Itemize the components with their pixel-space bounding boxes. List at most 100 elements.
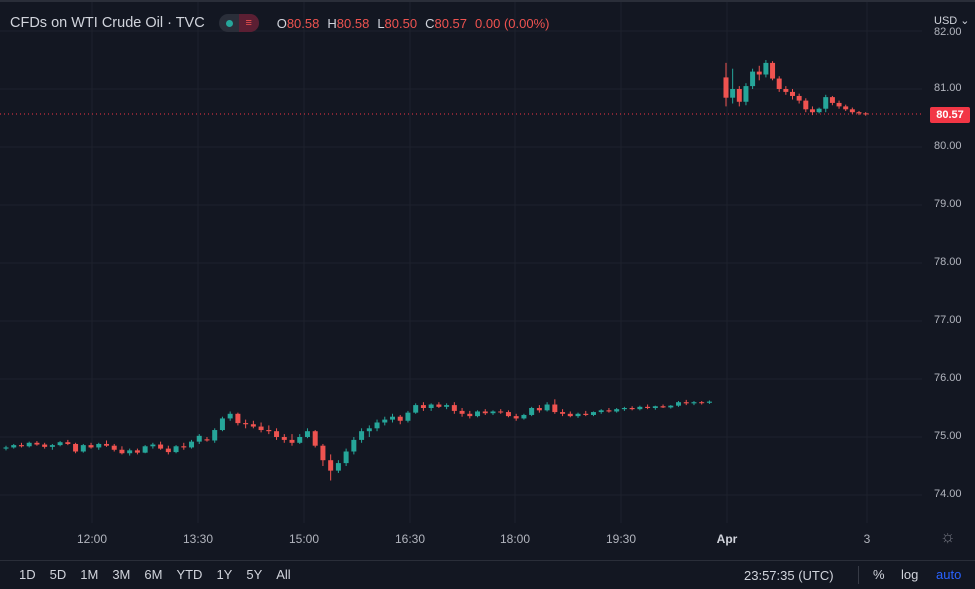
last-price-badge: 80.57 [930, 107, 970, 123]
candle-body [359, 431, 365, 440]
gear-icon[interactable]: ☼ [940, 527, 956, 546]
candle-body [150, 444, 156, 447]
symbol-title[interactable]: CFDs on WTI Crude Oil · TVC [10, 15, 205, 31]
range-button-1y[interactable]: 1Y [216, 567, 233, 582]
candle-body [498, 411, 504, 413]
time-label: 16:30 [394, 532, 426, 546]
time-label: 15:00 [288, 532, 320, 546]
candle-body [706, 401, 712, 403]
candle-body [165, 448, 171, 453]
candle-body [776, 78, 782, 89]
candle-body [374, 422, 380, 429]
range-buttons: 1D 5D 1M 3M 6M YTD 1Y 5Y All [12, 567, 298, 582]
candle-body [119, 449, 125, 454]
candle-body [397, 416, 403, 421]
price-label: 79.00 [934, 198, 962, 210]
candle-body [863, 113, 869, 115]
currency-select[interactable]: USD ⌄ [934, 14, 970, 27]
candle-body [770, 62, 776, 79]
candle-body [790, 91, 795, 96]
candle-body [598, 410, 604, 413]
candle-body [390, 416, 395, 420]
open-label: O [276, 15, 287, 31]
candle-body [243, 423, 249, 425]
log-scale-button[interactable]: log [901, 567, 919, 582]
candle-body [529, 408, 535, 415]
candle-body [312, 431, 318, 446]
time-label: Apr [716, 532, 738, 546]
candle-body [676, 402, 682, 406]
candle-body [73, 443, 79, 452]
candle-body [756, 71, 762, 75]
candle-body [750, 71, 756, 87]
chart-plot-area[interactable] [0, 2, 922, 523]
candle-body [49, 445, 55, 447]
auto-scale-button[interactable]: auto [936, 567, 962, 582]
chart-legend: CFDs on WTI Crude Oil · TVC ≡ O80.58 H80… [10, 12, 549, 34]
candle-body [567, 413, 573, 417]
candle-body [96, 443, 102, 448]
candle-body [335, 463, 341, 471]
candle-body [258, 426, 264, 431]
candle-body [227, 413, 233, 419]
candle-body [490, 411, 496, 414]
visibility-toggle[interactable]: ≡ [218, 14, 259, 32]
close-value: 80.57 [434, 15, 468, 31]
candle-body [320, 445, 326, 461]
price-label: 77.00 [934, 314, 962, 326]
range-button-5d[interactable]: 5D [49, 567, 67, 582]
change-value: 0.00 (0.00%) [475, 15, 550, 31]
candle-body [65, 442, 71, 444]
candle-body [823, 97, 829, 109]
range-button-5y[interactable]: 5Y [246, 567, 263, 582]
time-label: 13:30 [182, 532, 214, 546]
candle-body [829, 97, 835, 103]
candle-body [856, 112, 862, 114]
candle-body [475, 411, 481, 417]
range-button-3m[interactable]: 3M [112, 567, 131, 582]
menu-icon[interactable]: ≡ [238, 14, 259, 32]
candle-body [843, 106, 849, 110]
candle-body [583, 413, 589, 415]
candle-body [723, 77, 729, 98]
candle-body [11, 445, 17, 448]
price-label: 75.00 [934, 430, 962, 442]
candle-body [266, 430, 272, 432]
candle-body [536, 408, 542, 411]
candle-body [196, 435, 202, 442]
top-border [0, 0, 975, 2]
candle-body [436, 404, 442, 407]
candle-body [111, 445, 117, 450]
candle-body [444, 405, 450, 407]
price-label: 74.00 [934, 488, 962, 500]
candle-body [467, 413, 473, 417]
range-button-ytd[interactable]: YTD [176, 567, 203, 582]
time-label: 18:00 [499, 532, 531, 546]
range-button-1m[interactable]: 1M [80, 567, 99, 582]
candle-body [42, 444, 48, 447]
candle-body [521, 414, 527, 419]
candle-body [668, 405, 674, 408]
price-label: 80.00 [934, 140, 962, 152]
range-button-6m[interactable]: 6M [144, 567, 163, 582]
status-dot-icon [225, 19, 233, 27]
candle-body [304, 431, 310, 437]
candle-body [189, 441, 195, 448]
candle-body [328, 460, 334, 471]
range-button-1d[interactable]: 1D [19, 567, 36, 582]
candle-body [451, 405, 457, 411]
candle-body [366, 428, 372, 432]
candle-body [552, 404, 558, 413]
candle-body [382, 419, 388, 423]
candle-body [343, 451, 349, 464]
candle-body [80, 445, 86, 452]
utc-clock[interactable]: 23:57:35 (UTC) [744, 568, 834, 583]
candle-body [181, 446, 187, 448]
candle-body [743, 86, 749, 102]
time-label: 3 [863, 532, 871, 546]
candle-body [816, 108, 822, 113]
range-button-all[interactable]: All [276, 567, 291, 582]
candle-body [3, 447, 9, 449]
high-label: H [327, 15, 337, 31]
percent-scale-button[interactable]: % [873, 567, 885, 582]
